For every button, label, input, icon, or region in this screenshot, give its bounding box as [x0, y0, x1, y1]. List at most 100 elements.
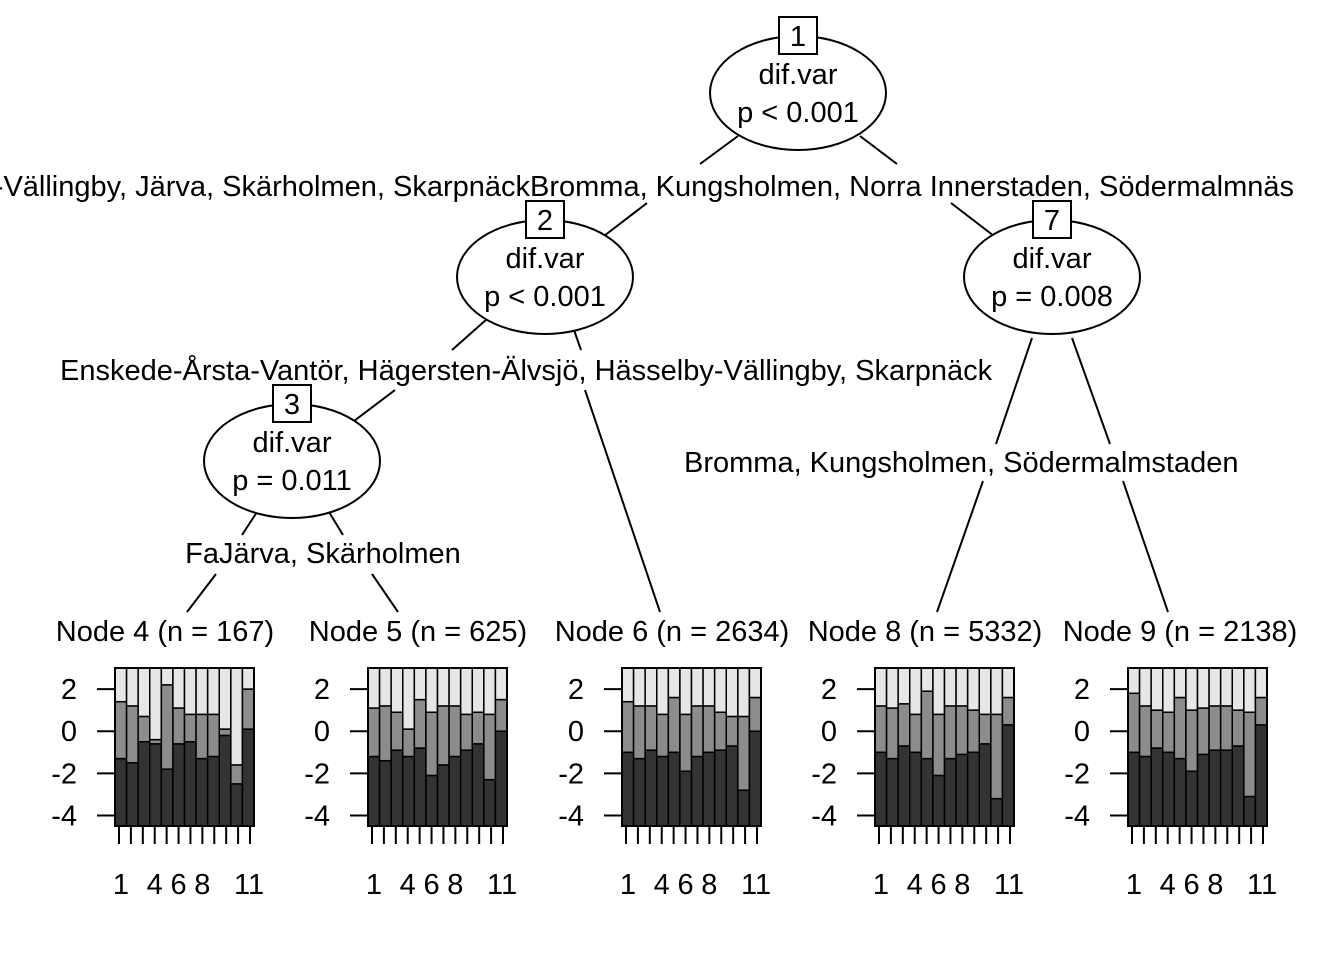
bar-segment-upper: [368, 668, 380, 708]
bar-segment-middle: [1163, 712, 1175, 752]
bar-segment-upper: [1255, 668, 1267, 697]
bar-segment-lower: [1209, 750, 1221, 826]
inner-node-3: 3 dif.var p = 0.011: [204, 385, 380, 518]
y-tick-label: -2: [558, 758, 584, 790]
bar-segment-lower: [461, 750, 473, 826]
edge-3-5: [329, 512, 343, 535]
y-tick-label: 0: [821, 716, 837, 748]
terminal-node-title: Node 5 (n = 625): [309, 616, 527, 648]
x-tick-label: 6: [1183, 869, 1199, 901]
bar-segment-middle: [461, 714, 473, 750]
edge-label-n1-right: Bromma, Kungsholmen, Norra Innerstaden, …: [530, 171, 1294, 203]
y-tick-label: 0: [568, 716, 584, 748]
node-p-value: p = 0.008: [991, 281, 1113, 313]
bar-segment-middle: [979, 714, 991, 743]
bar-segment-upper: [403, 668, 415, 729]
terminal-node-5: Node 9 (n = 2138)20-2-41 4 6 8 11: [1063, 616, 1298, 901]
bar-segment-upper: [921, 668, 933, 691]
x-tick-label: 6: [423, 869, 439, 901]
x-tick-label: 4: [147, 869, 163, 901]
bar-segment-lower: [242, 729, 254, 826]
bar-segment-middle: [1140, 706, 1152, 757]
bar-segment-middle: [161, 685, 173, 769]
edge-7-9-b: [1123, 481, 1168, 612]
bar-segment-upper: [391, 668, 403, 712]
terminal-node-4: Node 8 (n = 5332)20-2-41 4 6 8 11: [808, 616, 1043, 901]
edge-1-7: [860, 136, 897, 164]
bar-segment-middle: [945, 706, 957, 759]
bar-segment-lower: [657, 756, 669, 826]
x-tick-label: 6: [170, 869, 186, 901]
bar-segment-middle: [138, 716, 150, 741]
bar-segment-lower: [414, 748, 426, 826]
bar-segment-middle: [1186, 710, 1198, 771]
bar-segment-middle: [749, 697, 761, 731]
bar-segment-upper: [208, 668, 220, 714]
bar-segment-lower: [1128, 752, 1140, 826]
bar-segment-upper: [185, 668, 197, 714]
bar-segment-lower: [645, 750, 657, 826]
node-variable: dif.var: [253, 427, 332, 459]
bar-segment-lower: [1186, 771, 1198, 826]
bar-segment-middle: [1198, 708, 1210, 754]
x-tick-label: 8: [954, 869, 970, 901]
bar-segment-upper: [1221, 668, 1233, 706]
bar-segment-middle: [1255, 697, 1267, 724]
bar-segment-lower: [185, 742, 197, 826]
x-tick-label: 6: [677, 869, 693, 901]
y-tick-label: 2: [1074, 674, 1090, 706]
inner-node-1: 1 dif.var p < 0.001: [710, 17, 886, 150]
bar-segment-upper: [933, 668, 945, 714]
bar-segment-lower: [715, 750, 727, 826]
bar-segment-middle: [391, 712, 403, 750]
bar-segment-lower: [726, 746, 738, 826]
bar-segment-lower: [738, 790, 750, 826]
x-tick-label: 8: [194, 869, 210, 901]
bar-segment-upper: [1163, 668, 1175, 712]
x-tick-label: 4: [654, 869, 670, 901]
bar-segment-lower: [150, 744, 162, 826]
y-tick-label: -4: [558, 800, 584, 832]
bar-segment-lower: [875, 752, 887, 826]
edge-label-n2-left: Enskede-Årsta-Vantör, Hägersten-Älvsjö, …: [60, 354, 993, 387]
bar-segment-lower: [703, 752, 715, 826]
x-tick-label: 8: [447, 869, 463, 901]
bar-segment-upper: [173, 668, 185, 708]
bar-segment-lower: [127, 763, 139, 826]
bar-segment-lower: [933, 775, 945, 826]
bar-segment-lower: [380, 761, 392, 826]
bar-segment-upper: [1209, 668, 1221, 706]
edge-label-n3-right: Järva, Skärholmen: [219, 538, 461, 570]
bar-segment-upper: [645, 668, 657, 706]
bar-segment-middle: [692, 706, 704, 757]
bar-segment-lower: [495, 731, 507, 826]
y-tick-label: 2: [821, 674, 837, 706]
bar-segment-upper: [898, 668, 910, 704]
bar-segment-middle: [1244, 712, 1256, 796]
x-tick-label: 1: [366, 869, 382, 901]
bar-segment-upper: [910, 668, 922, 714]
x-tick-label: 11: [741, 869, 771, 901]
terminal-node-title: Node 8 (n = 5332): [808, 616, 1043, 648]
bar-segment-middle: [933, 714, 945, 775]
bar-segment-middle: [368, 708, 380, 756]
bar-segment-upper: [161, 668, 173, 685]
bar-segment-lower: [749, 731, 761, 826]
node-variable: dif.var: [506, 243, 585, 275]
bar-segment-middle: [115, 702, 127, 759]
inner-node-7: 7 dif.var p = 0.008: [964, 201, 1140, 334]
bar-segment-upper: [1002, 668, 1014, 697]
x-tick-label: 1: [1126, 869, 1142, 901]
bar-segment-upper: [138, 668, 150, 716]
bar-segment-lower: [161, 769, 173, 826]
edge-1-7-b: [951, 203, 994, 236]
bar-segment-middle: [1209, 706, 1221, 750]
edge-2-6-b: [585, 390, 660, 612]
bar-segment-upper: [749, 668, 761, 697]
bar-segment-upper: [634, 668, 646, 706]
bar-segment-lower: [368, 756, 380, 826]
node-p-value: p < 0.001: [737, 97, 859, 129]
bar-segment-lower: [219, 735, 231, 826]
bar-segment-lower: [449, 756, 461, 826]
